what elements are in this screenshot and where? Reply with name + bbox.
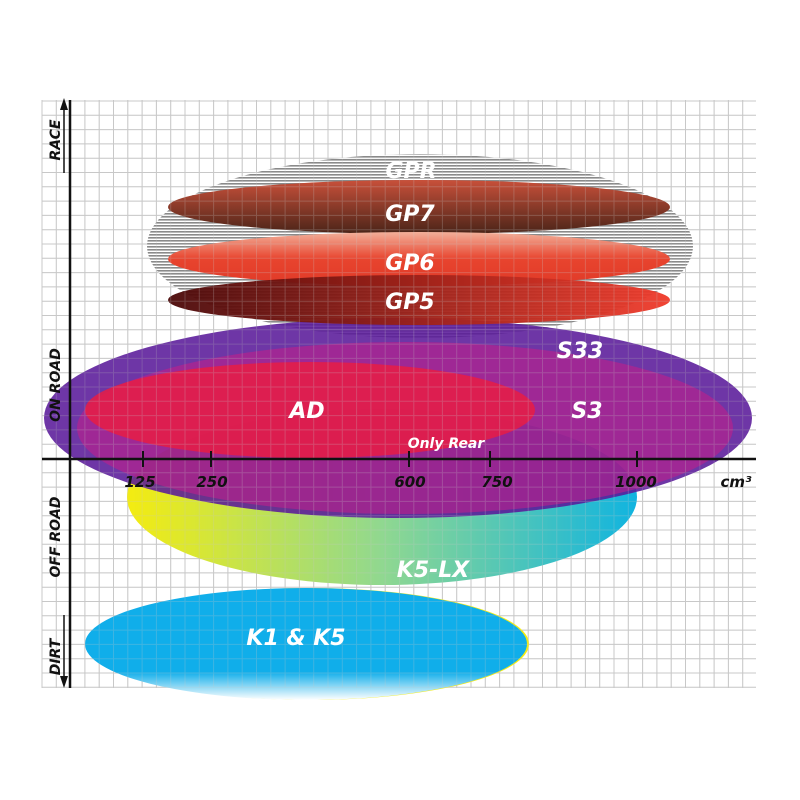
gp6-label: GP6	[385, 251, 435, 276]
s33-label: S33	[557, 339, 603, 364]
x-tick-label-125: 125	[124, 473, 155, 491]
x-tick-label-600: 600	[394, 473, 425, 491]
ad-range	[85, 362, 535, 458]
k5lx-label: K5-LX	[397, 558, 471, 583]
x-tick-label-250: 250	[196, 473, 227, 491]
gp6-range	[168, 232, 670, 286]
grid-overlay	[41, 100, 756, 688]
gp7-range	[168, 180, 670, 234]
k1k5-label: K1 & K5	[246, 626, 345, 651]
y-label-on-road: ON ROAD	[48, 348, 64, 422]
ad-label: AD	[287, 399, 324, 424]
gp5-label: GP5	[385, 290, 435, 315]
gpr-label: GPR	[385, 159, 436, 184]
ad-note: Only Rear	[408, 436, 486, 452]
y-label-off-road: OFF ROAD	[48, 496, 64, 577]
gp7-label: GP7	[385, 202, 435, 227]
arrow-down-icon	[60, 676, 68, 688]
x-unit-label: cm³	[720, 473, 752, 491]
arrow-up-icon	[60, 98, 68, 110]
x-tick-label-750: 750	[481, 473, 512, 491]
y-label-race: RACE	[48, 119, 64, 160]
gp5-range	[168, 275, 670, 325]
y-label-dirt: DIRT	[48, 637, 64, 675]
k1k5-range	[85, 588, 527, 700]
s3-label: S3	[571, 399, 602, 424]
x-tick-label-1000: 1000	[615, 473, 657, 491]
